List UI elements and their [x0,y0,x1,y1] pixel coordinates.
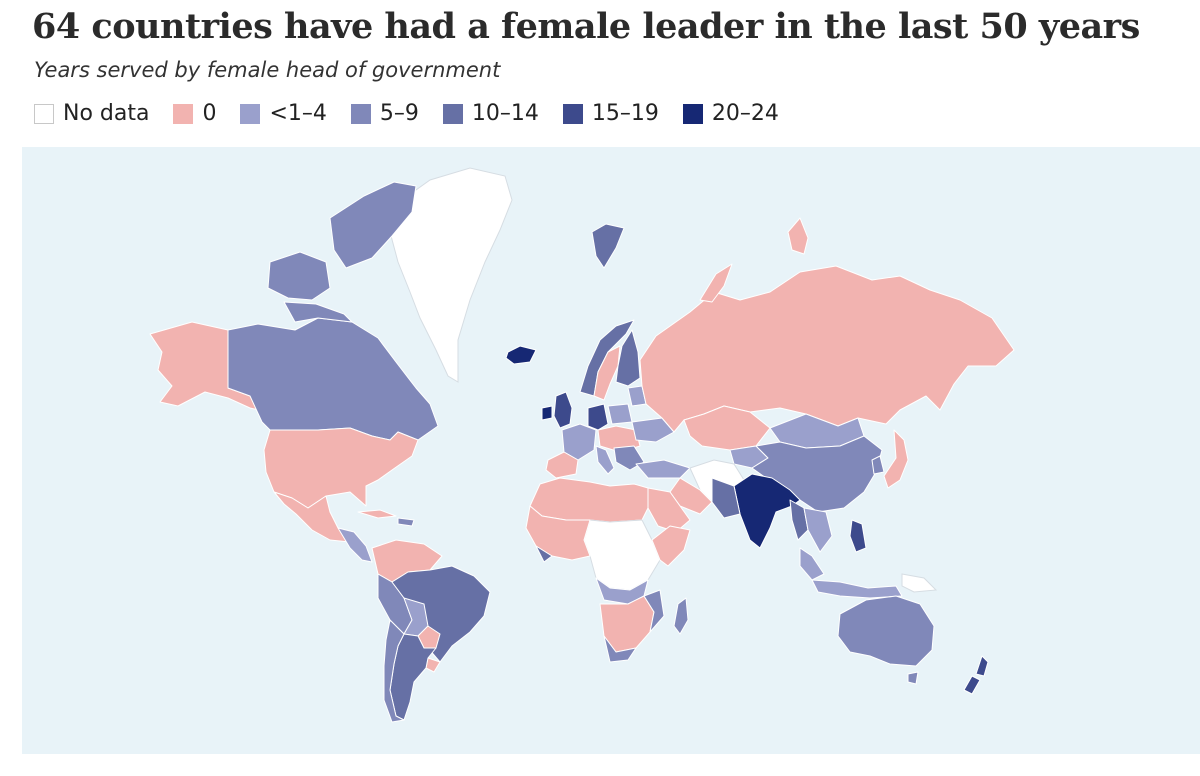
region-korea [871,455,885,475]
legend-label-5-9: 5–9 [379,101,419,126]
region-west-africa [525,505,591,561]
region-central-america [337,527,373,563]
region-china [751,435,883,513]
region-chile [383,619,405,723]
legend-swatch-15-19 [562,103,583,124]
legend-swatch-10-14 [442,103,463,124]
region-italy [595,445,615,475]
region-arctic-islands-2 [329,181,417,269]
legend-label-no-data: No data [63,101,150,126]
legend-label-10-14: 10–14 [471,101,539,126]
region-tasmania [907,671,919,685]
region-south-africa [603,635,637,663]
legend-label-15-19: 15–19 [591,101,659,126]
legend-swatch-5-9 [350,103,371,124]
legend-label-0: 0 [202,101,217,126]
region-arabia [647,487,691,533]
legend-swatch-1-4 [240,103,261,124]
region-madagascar [673,597,689,635]
chart-subtitle: Years served by female head of governmen… [34,58,501,82]
world-map [149,167,1015,723]
region-canada [227,317,439,441]
region-india [733,473,801,549]
region-ukraine [631,417,675,443]
legend-label-20-24: 20–24 [711,101,779,126]
region-svalbard [591,223,625,269]
region-central-europe [597,425,641,453]
region-new-zealand-south [963,675,981,695]
region-australia [837,595,935,667]
region-sahel-no-data [583,519,661,591]
region-poland [607,403,633,425]
region-cuba [357,509,397,519]
legend-item-1-4: <1–4 [240,101,327,126]
region-arctic-islands [267,251,331,301]
region-new-zealand-north [975,655,989,677]
region-indochina [803,507,833,553]
region-myanmar [789,499,809,541]
legend-label-1-4: <1–4 [269,101,327,126]
region-spain-portugal [545,451,579,479]
region-russia [639,265,1015,433]
region-pakistan [711,477,741,519]
region-finland [615,329,641,387]
region-indonesia [811,579,903,599]
map-area [22,147,1200,754]
legend-item-20-24: 20–24 [682,101,779,126]
legend-swatch-no-data [34,103,54,124]
legend-item-10-14: 10–14 [442,101,539,126]
region-caribbean [397,517,415,527]
region-liberia [535,545,553,563]
region-sweden [593,345,621,401]
region-png-no-data [901,573,938,593]
legend-item-no-data: No data [34,101,149,126]
legend-item-5-9: 5–9 [350,101,419,126]
region-germany [587,403,609,431]
region-uk [553,391,573,429]
region-siberia-islands [787,217,809,255]
legend: No data 0 <1–4 5–9 10–14 15–19 20–24 [34,101,803,126]
region-novaya-zemlya [699,263,733,303]
region-japan [883,429,909,489]
region-arctic-islands-3 [283,301,353,323]
legend-item-15-19: 15–19 [562,101,659,126]
region-kazakhstan [683,405,771,451]
region-north-africa [529,477,649,523]
region-malay [799,547,825,581]
region-mozambique [643,589,665,633]
legend-item-0: 0 [173,101,216,126]
region-central-africa [595,577,649,605]
region-greenland [389,167,513,383]
chart-title: 64 countries have had a female leader in… [32,6,1140,47]
region-philippines [849,519,867,553]
region-turkey [635,459,691,479]
region-ireland [541,405,553,421]
legend-swatch-20-24 [682,103,703,124]
legend-swatch-0 [173,103,194,124]
region-iceland [505,345,537,365]
region-east-africa [651,525,691,567]
